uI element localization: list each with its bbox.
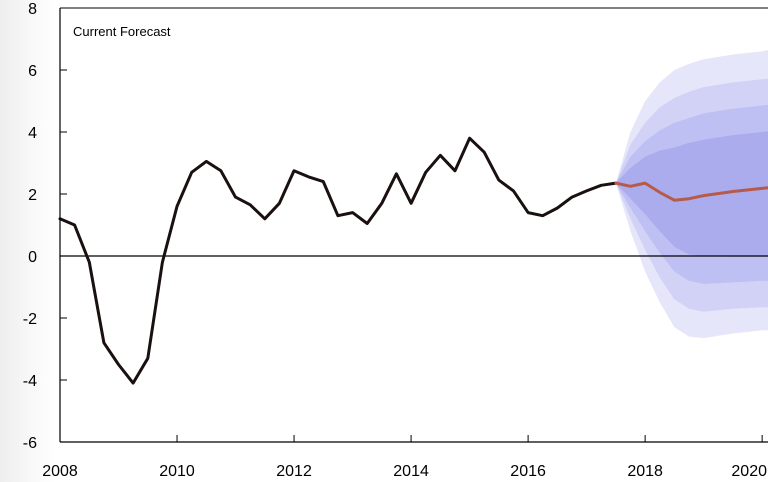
- fan-bands: [615, 49, 768, 339]
- y-tick-label: 2: [28, 187, 37, 204]
- y-tick-label: 0: [28, 249, 37, 266]
- x-tick-label: 2014: [393, 463, 429, 480]
- fan-band-2: [615, 78, 768, 312]
- y-tick-label: 4: [28, 125, 37, 142]
- x-tick-label: 2018: [627, 463, 663, 480]
- plot-area-background: [60, 8, 768, 442]
- y-tick-label: 6: [28, 63, 37, 80]
- chart-title: Current Forecast: [73, 24, 171, 39]
- axes: 8 6 4 2 0 -2 -4 -6 2008 2010 2012 2014 2016 2018 2020: [23, 1, 768, 480]
- y-tick-label: -4: [23, 373, 37, 390]
- historical-series-line: [58, 136, 618, 385]
- y-tick-label: -2: [23, 311, 37, 328]
- x-tick-label: 2008: [42, 463, 78, 480]
- x-tick-label: 2012: [276, 463, 312, 480]
- x-tick-label: 2016: [510, 463, 546, 480]
- x-tick-label: 2010: [159, 463, 195, 480]
- forecast-series-line: [614, 181, 768, 202]
- x-tick-label: 2020: [731, 463, 767, 480]
- y-tick-label: -6: [23, 435, 37, 452]
- fan-band-1: [615, 49, 768, 339]
- fan-band-3: [615, 104, 768, 284]
- fan-band-4: [615, 131, 768, 257]
- y-tick-label: 8: [28, 1, 37, 18]
